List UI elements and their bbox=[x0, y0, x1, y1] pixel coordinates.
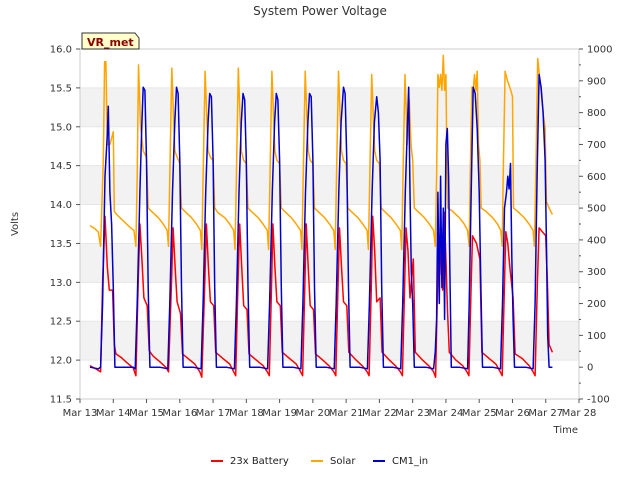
x-tick-label: Mar 18 bbox=[229, 408, 264, 419]
legend-label: CM1_in bbox=[392, 456, 428, 467]
right-tick-label: 400 bbox=[587, 235, 606, 246]
left-tick-label: 13.5 bbox=[50, 239, 72, 250]
x-tick-label: Mar 20 bbox=[295, 408, 330, 419]
chart-title: System Power Voltage bbox=[253, 4, 387, 18]
right-tick-label: 200 bbox=[587, 299, 606, 310]
station-badge: VR_met bbox=[81, 32, 140, 50]
x-tick-label: Mar 16 bbox=[162, 408, 197, 419]
x-tick-label: Mar 24 bbox=[429, 408, 464, 419]
x-tick-label: Mar 26 bbox=[495, 408, 530, 419]
x-tick-label: Mar 17 bbox=[196, 408, 231, 419]
right-tick-label: 800 bbox=[587, 108, 606, 119]
right-tick-label: 900 bbox=[587, 76, 606, 87]
x-tick-label: Mar 15 bbox=[129, 408, 164, 419]
right-tick-label: 700 bbox=[587, 140, 606, 151]
series-lines bbox=[89, 54, 554, 378]
grid-band bbox=[80, 49, 579, 88]
x-tick-label: Mar 13 bbox=[63, 408, 98, 419]
left-tick-label: 13.0 bbox=[50, 278, 72, 289]
x-tick-label: Mar 19 bbox=[262, 408, 297, 419]
legend: 23x Battery Solar CM1_in bbox=[211, 456, 428, 467]
badge-box bbox=[81, 32, 140, 50]
x-tick-label: Mar 27 bbox=[528, 408, 563, 419]
left-tick-label: 14.5 bbox=[50, 161, 72, 172]
grid-band bbox=[80, 282, 579, 322]
grid-band bbox=[80, 126, 579, 166]
left-tick-label: 11.5 bbox=[50, 395, 72, 406]
legend-label: Solar bbox=[330, 456, 356, 467]
left-tick-label: 12.5 bbox=[50, 317, 72, 328]
right-tick-label: 300 bbox=[587, 267, 606, 278]
series-line-cm1-in bbox=[89, 73, 553, 370]
x-tick-label: Mar 22 bbox=[362, 408, 397, 419]
left-tick-label: 15.0 bbox=[50, 122, 72, 133]
grid-band bbox=[80, 165, 579, 205]
y-axis-label: Volts bbox=[10, 212, 21, 236]
right-axis-ticks: -100 0 100 200 300 400 500 600 700 800 900 1000 bbox=[579, 45, 612, 406]
right-tick-label: 100 bbox=[587, 331, 606, 342]
right-tick-label: -100 bbox=[587, 395, 610, 406]
grid-band bbox=[80, 87, 579, 127]
left-tick-label: 12.0 bbox=[50, 356, 72, 367]
x-tick-label: Mar 28 bbox=[562, 408, 597, 419]
right-tick-label: 500 bbox=[587, 204, 606, 215]
right-tick-label: 1000 bbox=[587, 45, 612, 56]
left-tick-label: 16.0 bbox=[50, 45, 72, 56]
right-tick-label: 600 bbox=[587, 172, 606, 183]
right-tick-label: 0 bbox=[587, 363, 593, 374]
left-axis-ticks: 11.5 12.0 12.5 13.0 13.5 14.0 14.5 15.0 15.5 16.0 bbox=[50, 45, 80, 406]
x-tick-label: Mar 14 bbox=[96, 408, 131, 419]
x-tick-label: Mar 25 bbox=[462, 408, 497, 419]
left-tick-label: 14.0 bbox=[50, 200, 72, 211]
legend-label: 23x Battery bbox=[230, 456, 289, 467]
x-tick-label: Mar 21 bbox=[329, 408, 364, 419]
left-tick-label: 15.5 bbox=[50, 83, 72, 94]
x-tick-label: Mar 23 bbox=[395, 408, 430, 419]
grid-band bbox=[80, 243, 579, 283]
series-line-solar bbox=[89, 54, 554, 251]
badge-label: VR_met bbox=[87, 36, 134, 49]
grid-band bbox=[80, 321, 579, 361]
x-axis-label: Time bbox=[553, 425, 578, 436]
